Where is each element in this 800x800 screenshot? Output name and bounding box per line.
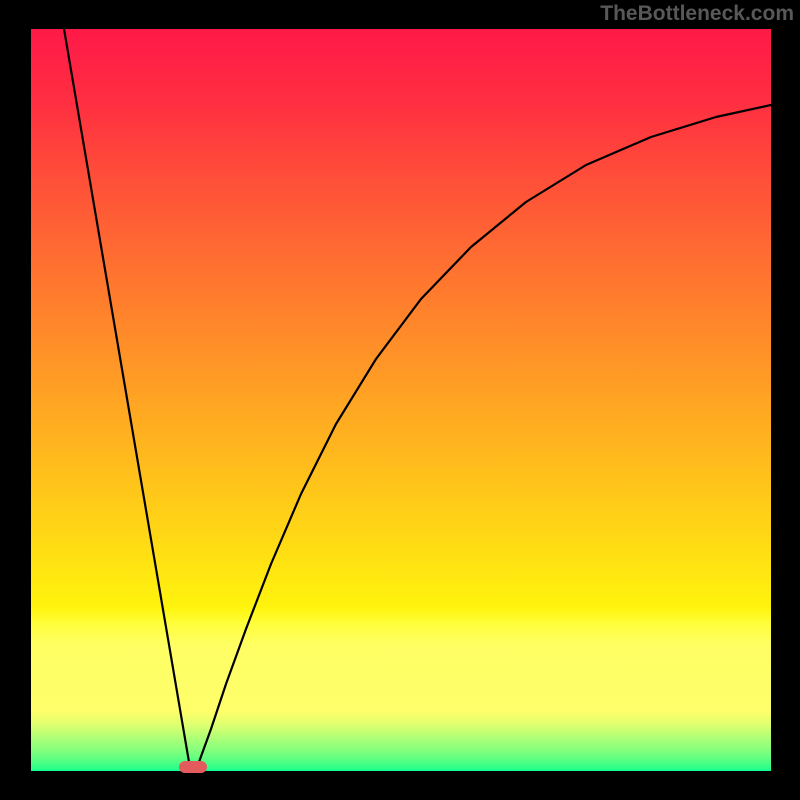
minimum-marker	[179, 761, 207, 773]
curve-path	[64, 29, 771, 767]
plot-area	[31, 29, 771, 771]
curve	[31, 29, 771, 771]
chart-container: { "watermark": { "text": "TheBottleneck.…	[0, 0, 800, 800]
watermark-text: TheBottleneck.com	[600, 2, 794, 26]
